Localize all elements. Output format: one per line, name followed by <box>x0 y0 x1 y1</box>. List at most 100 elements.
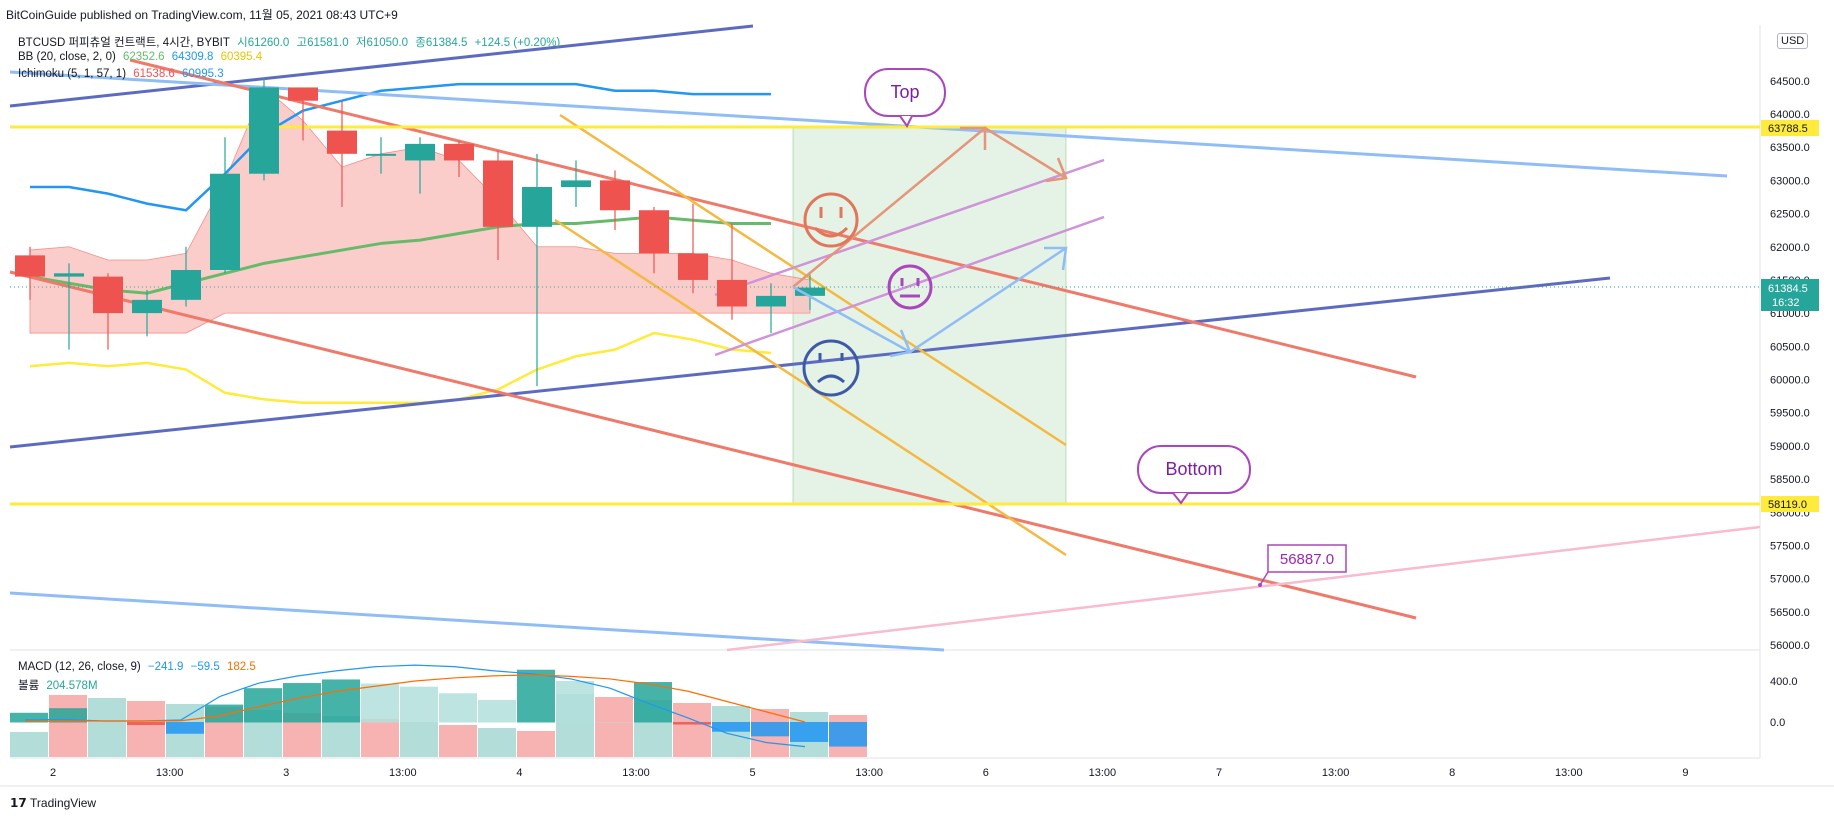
price-tick-label: 64000.0 <box>1770 109 1810 121</box>
candle <box>444 140 474 178</box>
candle <box>639 206 669 274</box>
candle-body <box>288 87 318 101</box>
candles[interactable] <box>15 77 825 387</box>
volume-bar <box>400 722 438 757</box>
time-tick-label: 13:00 <box>156 767 184 779</box>
symbol-legend: BTCUSD 퍼피츄얼 컨트랙트, 4시간, BYBIT 시61260.0 고6… <box>18 37 561 49</box>
candle <box>600 170 630 231</box>
macd-histogram-bar <box>439 693 477 723</box>
scenario-arrows[interactable] <box>792 126 1068 358</box>
time-tick-label: 8 <box>1449 767 1455 779</box>
time-tick-label: 7 <box>1216 767 1222 779</box>
bottom-callout-text: Bottom <box>1165 459 1222 479</box>
bull-arrowhead-2 <box>1045 157 1068 183</box>
lower-channel-line <box>9 276 1611 449</box>
macd-histogram-bar <box>517 669 555 723</box>
bear-arrowhead-2 <box>1044 246 1068 271</box>
candle-body <box>327 130 357 154</box>
red-lower-line <box>9 270 1417 620</box>
purple-lower-line <box>714 215 1105 357</box>
price-tick-label: 60000.0 <box>1770 375 1810 387</box>
macd-histogram-bar <box>361 683 399 723</box>
top-callout[interactable]: Top <box>864 68 946 128</box>
candle-body <box>366 153 396 156</box>
macd-tick-label: 400.0 <box>1770 676 1798 688</box>
pink-support-line <box>726 525 1761 652</box>
candle-body <box>210 173 240 270</box>
candle <box>132 289 162 337</box>
time-tick-label: 9 <box>1682 767 1688 779</box>
volume-legend: 볼륨 204.578M <box>18 680 98 692</box>
time-tick-label: 13:00 <box>622 767 650 779</box>
sad-face-icon <box>802 339 860 397</box>
volume-bar <box>517 731 555 757</box>
time-tick-label: 13:00 <box>389 767 417 779</box>
candle <box>678 203 708 294</box>
bull-arrowhead-1 <box>960 126 987 150</box>
svg-text:16:32: 16:32 <box>1772 297 1800 309</box>
level-badge-bottom: 58119.0 <box>1761 496 1819 512</box>
price-tick-label: 64500.0 <box>1770 76 1810 88</box>
signal-line <box>24 674 806 723</box>
candle <box>522 153 552 387</box>
price-tick-label: 57500.0 <box>1770 540 1810 552</box>
candle-body <box>249 87 279 174</box>
bear-arrowhead-1 <box>889 329 912 358</box>
tradingview-logo: 𝟭𝟳 TradingView <box>10 796 97 810</box>
macd-axis: 400.0 0.0 <box>1770 676 1798 729</box>
macd-tick-label: 0.0 <box>1770 717 1785 729</box>
candle-body <box>678 253 708 280</box>
macd-pane[interactable] <box>10 664 867 757</box>
price-tick-label: 58500.0 <box>1770 474 1810 486</box>
svg-text:58119.0: 58119.0 <box>1768 499 1807 511</box>
macd-histogram-bar <box>829 722 867 747</box>
time-tick-label: 2 <box>50 767 56 779</box>
target-zone-rectangle[interactable] <box>792 127 1067 506</box>
price-tick-label: 62000.0 <box>1770 242 1810 254</box>
candle-body <box>639 210 669 254</box>
publish-info: BitCoinGuide published on TradingView.co… <box>6 8 398 22</box>
price-label-callout[interactable]: 56887.0 <box>1258 544 1347 587</box>
top-callout-text: Top <box>890 82 919 102</box>
bb-upper-line <box>30 82 771 212</box>
price-tick-label: 56500.0 <box>1770 607 1810 619</box>
candle <box>210 137 240 274</box>
svg-text:63788.5: 63788.5 <box>1768 123 1808 135</box>
price-tick-label: 61000.0 <box>1770 308 1810 320</box>
neutral-face-icon <box>887 264 933 310</box>
volume-bar <box>10 732 48 757</box>
candle-body <box>54 273 84 277</box>
time-tick-label: 5 <box>750 767 756 779</box>
candle-body <box>561 180 591 188</box>
candle-body <box>795 287 825 296</box>
volume-bar <box>478 728 516 757</box>
trend-lines[interactable] <box>9 24 1761 652</box>
volume-bar <box>127 701 165 757</box>
price-axis[interactable]: 64500.0 64000.0 63500.0 63000.0 62500.0 62000… <box>1770 76 1810 652</box>
current-price-badge: 61384.5 16:32 <box>1761 279 1819 311</box>
price-tick-label: 63500.0 <box>1770 142 1810 154</box>
price-label-text: 56887.0 <box>1280 551 1334 568</box>
macd-histogram-bar <box>634 682 672 723</box>
time-axis[interactable]: 2 13:00 3 13:00 4 13:00 5 13:00 6 13:00 7 13:00 8 13:… <box>50 767 1689 779</box>
price-tick-label: 59500.0 <box>1770 408 1810 420</box>
orange-upper-line <box>559 113 1067 447</box>
bb-lower-line <box>29 331 772 404</box>
bb-legend: BB (20, close, 2, 0) 62352.6 64309.8 603… <box>18 51 263 63</box>
candle <box>249 77 279 181</box>
level-badge-top: 63788.5 <box>1761 120 1819 136</box>
macd-histogram-bar <box>712 722 750 732</box>
candle-body <box>93 276 123 314</box>
macd-histogram-bar <box>322 679 360 723</box>
volume-bar <box>88 698 126 757</box>
bottom-callout[interactable]: Bottom <box>1137 445 1251 505</box>
macd-legend: MACD (12, 26, close, 9) −241.9 −59.5 182… <box>18 661 256 673</box>
candle <box>171 246 201 307</box>
time-tick-label: 3 <box>283 767 289 779</box>
volume-bar <box>49 695 87 757</box>
currency-button[interactable]: USD <box>1777 33 1809 49</box>
candle <box>756 283 786 334</box>
macd-histogram-bar <box>10 712 48 723</box>
smile-face-icon <box>803 192 859 248</box>
